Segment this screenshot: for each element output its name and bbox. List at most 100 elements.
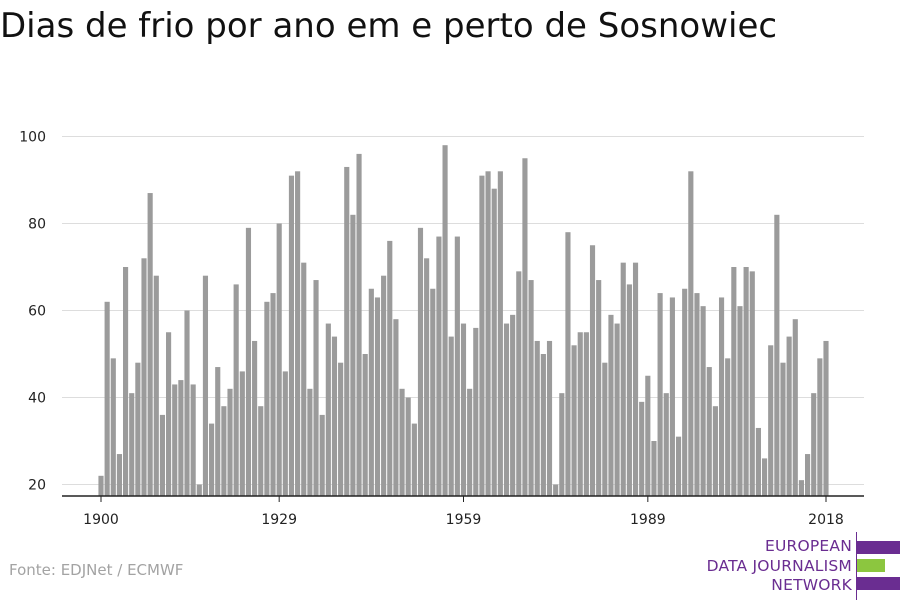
bar-2014[interactable] bbox=[798, 480, 804, 496]
bar-1992[interactable] bbox=[663, 393, 669, 496]
bar-1942[interactable] bbox=[356, 153, 362, 496]
bar-1938[interactable] bbox=[331, 336, 338, 496]
bar-1988[interactable] bbox=[639, 401, 645, 496]
bar-1982[interactable] bbox=[602, 362, 608, 496]
bar-1944[interactable] bbox=[368, 288, 374, 496]
bar-1920[interactable] bbox=[221, 406, 227, 496]
bar-2003[interactable] bbox=[731, 267, 737, 496]
bar-1929[interactable] bbox=[276, 223, 282, 497]
bar-1928[interactable] bbox=[270, 293, 276, 496]
bar-1901[interactable] bbox=[104, 301, 110, 496]
bar-1905[interactable] bbox=[129, 393, 135, 496]
bar-1996[interactable] bbox=[688, 171, 694, 497]
bar-1945[interactable] bbox=[374, 297, 381, 496]
bar-1927[interactable] bbox=[264, 301, 270, 496]
bar-1976[interactable] bbox=[565, 232, 571, 496]
bar-1914[interactable] bbox=[184, 310, 190, 497]
bar-1994[interactable] bbox=[675, 436, 682, 496]
bar-1911[interactable] bbox=[166, 332, 172, 496]
bar-2004[interactable] bbox=[737, 306, 743, 496]
bar-1910[interactable] bbox=[159, 414, 166, 496]
bar-2013[interactable] bbox=[792, 319, 798, 496]
bar-1970[interactable] bbox=[528, 280, 534, 496]
bar-1955[interactable] bbox=[436, 236, 442, 497]
bar-1915[interactable] bbox=[190, 384, 196, 496]
bar-1906[interactable] bbox=[135, 362, 141, 496]
bar-1968[interactable] bbox=[516, 271, 522, 496]
bar-2011[interactable] bbox=[780, 362, 786, 496]
bar-1932[interactable] bbox=[295, 171, 301, 497]
bar-1937[interactable] bbox=[325, 323, 331, 496]
bar-1953[interactable] bbox=[424, 258, 430, 496]
bar-1921[interactable] bbox=[227, 388, 233, 496]
bar-1987[interactable] bbox=[632, 262, 639, 496]
bar-1984[interactable] bbox=[614, 323, 620, 496]
bar-1919[interactable] bbox=[215, 367, 221, 496]
bar-1971[interactable] bbox=[534, 340, 540, 496]
bar-2009[interactable] bbox=[768, 345, 774, 496]
bar-2006[interactable] bbox=[749, 271, 755, 496]
bar-1936[interactable] bbox=[319, 414, 325, 496]
bar-1977[interactable] bbox=[571, 345, 577, 496]
bar-1916[interactable] bbox=[196, 484, 202, 497]
bar-2005[interactable] bbox=[743, 267, 749, 496]
bar-1960[interactable] bbox=[467, 388, 473, 496]
bar-1964[interactable] bbox=[491, 188, 497, 496]
bar-1952[interactable] bbox=[417, 227, 424, 496]
bar-1957[interactable] bbox=[448, 336, 454, 496]
bar-1939[interactable] bbox=[338, 362, 344, 496]
bar-1974[interactable] bbox=[553, 484, 559, 497]
bar-1998[interactable] bbox=[700, 306, 706, 496]
bar-1981[interactable] bbox=[596, 280, 602, 496]
bar-1907[interactable] bbox=[141, 258, 147, 496]
bar-1948[interactable] bbox=[393, 319, 399, 496]
bar-1966[interactable] bbox=[503, 323, 510, 496]
bar-2001[interactable] bbox=[718, 297, 725, 496]
bar-1935[interactable] bbox=[313, 280, 319, 496]
bar-2017[interactable] bbox=[817, 358, 823, 496]
bar-1980[interactable] bbox=[589, 245, 596, 496]
bar-1926[interactable] bbox=[258, 406, 264, 496]
bar-2015[interactable] bbox=[805, 454, 811, 496]
bar-1962[interactable] bbox=[479, 175, 485, 496]
bar-1903[interactable] bbox=[116, 454, 122, 496]
bar-1967[interactable] bbox=[510, 314, 516, 496]
bar-1930[interactable] bbox=[282, 371, 288, 496]
bar-1900[interactable] bbox=[98, 475, 104, 496]
bar-2018[interactable] bbox=[823, 340, 829, 496]
bar-1909[interactable] bbox=[153, 275, 159, 496]
bar-1913[interactable] bbox=[178, 380, 184, 496]
bar-1978[interactable] bbox=[577, 332, 583, 496]
bar-1973[interactable] bbox=[546, 340, 553, 496]
bar-1986[interactable] bbox=[626, 284, 632, 496]
bar-2008[interactable] bbox=[761, 458, 768, 496]
bar-1931[interactable] bbox=[288, 175, 295, 496]
bar-1951[interactable] bbox=[411, 423, 417, 496]
bar-1959[interactable] bbox=[460, 323, 467, 496]
bar-1961[interactable] bbox=[473, 327, 479, 496]
bar-1969[interactable] bbox=[522, 158, 528, 496]
bar-2016[interactable] bbox=[811, 393, 817, 496]
bar-1941[interactable] bbox=[350, 214, 356, 497]
bar-1993[interactable] bbox=[669, 297, 675, 496]
bar-1925[interactable] bbox=[252, 340, 258, 496]
bar-1912[interactable] bbox=[172, 384, 178, 496]
bar-1918[interactable] bbox=[209, 423, 215, 496]
bar-1963[interactable] bbox=[485, 171, 491, 497]
bar-1958[interactable] bbox=[454, 236, 460, 497]
bar-1940[interactable] bbox=[344, 166, 350, 496]
bar-1922[interactable] bbox=[233, 284, 239, 496]
bar-1934[interactable] bbox=[307, 388, 313, 496]
bar-1983[interactable] bbox=[608, 314, 614, 496]
bar-2012[interactable] bbox=[786, 336, 792, 496]
bar-1946[interactable] bbox=[381, 275, 387, 496]
bar-1999[interactable] bbox=[706, 367, 712, 496]
bar-1947[interactable] bbox=[387, 240, 393, 496]
edjnet-logo[interactable]: EUROPEAN DATA JOURNALISM NETWORK bbox=[704, 532, 900, 600]
bar-1985[interactable] bbox=[620, 262, 626, 496]
bar-1923[interactable] bbox=[239, 371, 245, 496]
bar-2002[interactable] bbox=[725, 358, 731, 496]
bar-2000[interactable] bbox=[712, 406, 718, 496]
bar-1917[interactable] bbox=[202, 275, 209, 496]
bar-1904[interactable] bbox=[123, 267, 129, 496]
